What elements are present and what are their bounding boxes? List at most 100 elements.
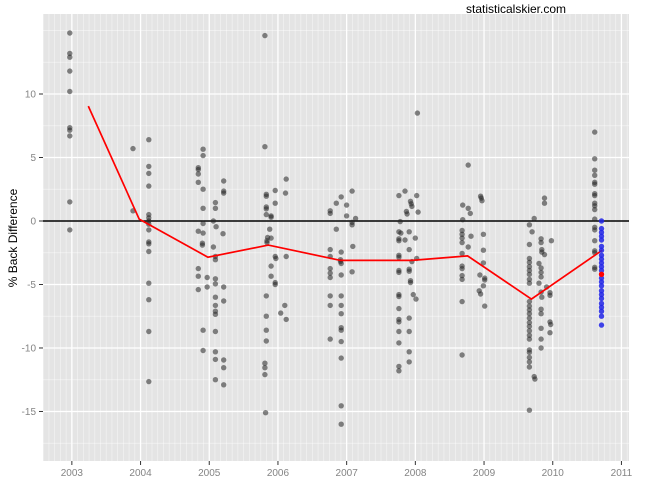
past-race-point bbox=[146, 248, 152, 255]
past-race-point bbox=[592, 167, 598, 173]
past-race-point bbox=[262, 32, 268, 39]
past-race-point bbox=[536, 280, 542, 286]
current-race-point bbox=[598, 283, 605, 289]
past-race-point bbox=[262, 360, 268, 366]
past-race-point bbox=[526, 259, 533, 265]
past-race-point bbox=[195, 171, 201, 177]
current-race-point bbox=[598, 229, 605, 236]
past-race-point bbox=[212, 302, 219, 309]
past-race-point bbox=[221, 382, 227, 388]
past-race-point bbox=[404, 211, 410, 217]
current-race-point bbox=[598, 264, 605, 270]
past-race-point bbox=[538, 274, 544, 280]
current-race-point bbox=[598, 218, 605, 224]
past-race-point bbox=[352, 215, 359, 222]
past-race-point bbox=[200, 152, 206, 159]
past-race-point bbox=[263, 211, 269, 218]
past-race-point bbox=[396, 305, 402, 312]
past-race-point bbox=[272, 200, 278, 206]
past-race-point bbox=[262, 410, 269, 416]
past-race-point bbox=[338, 327, 344, 333]
past-race-point bbox=[526, 359, 533, 365]
past-race-point bbox=[538, 336, 544, 342]
past-race-point bbox=[526, 255, 533, 262]
past-race-point bbox=[538, 345, 544, 351]
past-race-point bbox=[338, 194, 344, 200]
past-race-point bbox=[349, 269, 355, 275]
past-race-point bbox=[538, 236, 544, 242]
past-race-point bbox=[414, 110, 421, 116]
past-race-point bbox=[548, 238, 555, 244]
x-tick-label: 2011 bbox=[611, 468, 633, 479]
past-race-point bbox=[407, 279, 414, 286]
past-race-point bbox=[526, 222, 533, 228]
past-race-point bbox=[146, 297, 152, 303]
axis-tick-labels: 2003 2004 2005 2006 2007 2008 2009 2010 2011 10 5 0… bbox=[22, 90, 633, 479]
past-race-point bbox=[200, 347, 206, 354]
current-race-point bbox=[598, 308, 605, 314]
past-race-point bbox=[402, 237, 408, 243]
past-race-point bbox=[547, 292, 553, 298]
current-race-point bbox=[598, 275, 605, 281]
past-race-point bbox=[410, 291, 416, 298]
past-race-point bbox=[396, 238, 402, 244]
past-race-point bbox=[204, 284, 210, 290]
past-race-point bbox=[406, 229, 412, 235]
trend-line bbox=[87, 105, 603, 301]
past-race-point bbox=[262, 365, 268, 371]
current-season-points bbox=[598, 218, 605, 328]
past-race-point bbox=[268, 235, 274, 241]
past-race-point bbox=[459, 235, 465, 241]
past-race-point bbox=[338, 249, 344, 255]
past-race-point bbox=[459, 352, 465, 358]
past-race-point bbox=[406, 328, 412, 335]
past-race-point bbox=[541, 200, 548, 206]
past-race-point bbox=[592, 206, 598, 213]
past-race-point bbox=[409, 203, 415, 210]
past-race-point bbox=[338, 421, 344, 427]
past-race-point bbox=[592, 227, 598, 233]
past-race-point bbox=[396, 328, 402, 335]
past-race-point bbox=[327, 246, 333, 253]
past-race-point bbox=[67, 88, 73, 95]
past-race-point bbox=[398, 230, 404, 236]
current-race-point bbox=[598, 313, 605, 319]
past-race-point bbox=[480, 260, 487, 266]
past-race-point bbox=[200, 186, 206, 192]
past-race-point bbox=[263, 206, 269, 212]
past-race-point bbox=[264, 239, 270, 246]
past-race-point bbox=[396, 368, 402, 374]
past-race-point bbox=[67, 54, 73, 60]
current-race-point bbox=[598, 256, 605, 262]
past-race-point bbox=[283, 176, 289, 182]
past-race-point bbox=[273, 255, 279, 262]
current-race-point bbox=[598, 288, 605, 294]
past-race-point bbox=[327, 302, 333, 309]
past-race-point bbox=[338, 403, 344, 409]
past-race-point bbox=[526, 315, 533, 321]
past-race-point bbox=[278, 310, 284, 316]
past-race-point bbox=[213, 224, 219, 230]
current-race-point bbox=[598, 295, 605, 302]
past-race-point bbox=[67, 133, 73, 139]
past-race-point bbox=[541, 195, 548, 201]
past-race-point bbox=[526, 354, 533, 361]
past-race-point bbox=[548, 321, 554, 328]
y-tick-label: -5 bbox=[27, 280, 36, 291]
past-race-point bbox=[146, 328, 152, 335]
past-race-point bbox=[526, 332, 533, 338]
current-race-point bbox=[598, 279, 605, 285]
past-race-point bbox=[263, 338, 269, 344]
past-race-point bbox=[460, 202, 466, 208]
past-race-point bbox=[338, 293, 344, 299]
past-race-point bbox=[195, 265, 201, 272]
past-race-point bbox=[350, 243, 356, 250]
y-tick-label: 0 bbox=[30, 216, 36, 227]
past-race-point bbox=[592, 172, 598, 178]
minor-gridlines bbox=[42, 14, 629, 461]
past-race-point bbox=[195, 228, 201, 234]
past-race-point bbox=[283, 253, 289, 260]
past-race-point bbox=[526, 407, 533, 413]
past-race-point bbox=[526, 336, 533, 342]
